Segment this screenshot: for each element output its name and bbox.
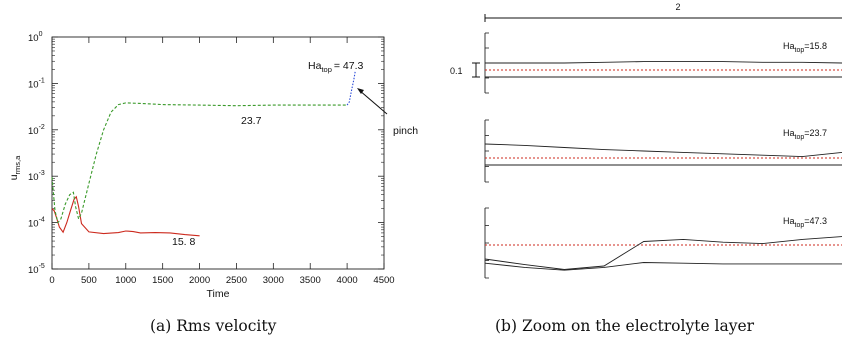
x-tick-label: 4500 xyxy=(373,275,394,286)
series-line-0 xyxy=(51,195,200,237)
y-tick-base: 10 xyxy=(28,172,39,183)
plot-frame xyxy=(51,36,385,270)
pinch-label: pinch xyxy=(393,125,418,137)
label-sub: top xyxy=(795,47,805,54)
y-tick-base: 10 xyxy=(28,33,39,44)
interface-bottom-curve xyxy=(484,262,842,271)
y-tick-exponent: -3 xyxy=(39,170,45,177)
x-tick-label: 2000 xyxy=(189,275,210,286)
y-tick-exponent: -1 xyxy=(39,77,45,84)
caption-b: (b) Zoom on the electrolyte layer xyxy=(495,317,755,335)
label-sub: top xyxy=(795,134,805,141)
label-base: Ha xyxy=(783,41,795,51)
subpanel-label: Hatop=15.8 xyxy=(783,41,827,54)
series-line-1 xyxy=(51,102,348,224)
interface-top-curve xyxy=(484,236,842,270)
x-axis-ticks: 0 500 1000 1500 2000 2500 3000 3500 4000 4500 xyxy=(49,37,395,286)
ha-top-base: Ha xyxy=(308,60,322,72)
y-tick-label: 10-5 xyxy=(28,263,45,276)
label-base: Ha xyxy=(783,216,795,226)
x-tick-label: 3500 xyxy=(300,275,321,286)
x-tick-label: 0 xyxy=(49,275,54,286)
ha-top-sub: top xyxy=(321,65,331,74)
x-tick-label: 4000 xyxy=(337,275,358,286)
x-tick-label: 2500 xyxy=(226,275,247,286)
label-23-7: 23.7 xyxy=(241,115,262,127)
subpanel-2: Hatop=47.3 xyxy=(484,207,842,279)
y-tick-exponent: 0 xyxy=(39,31,43,38)
y-tick-base: 10 xyxy=(28,126,39,137)
subpanel-0: Hatop=15.8 xyxy=(484,32,842,94)
label-15-8: 15. 8 xyxy=(172,236,196,248)
label-base: Ha xyxy=(783,128,795,138)
label-rest: =15.8 xyxy=(804,41,827,51)
label-rest: =23.7 xyxy=(804,128,827,138)
scale-label-2: 2 xyxy=(675,2,680,12)
x-tick-label: 1500 xyxy=(152,275,173,286)
y-tick-exponent: -5 xyxy=(39,263,45,270)
label-sub: top xyxy=(795,222,805,229)
subpanel-1: Hatop=23.7 xyxy=(484,119,842,183)
x-tick-label: 500 xyxy=(81,275,97,286)
x-tick-label: 1000 xyxy=(115,275,136,286)
series-group xyxy=(51,71,356,237)
label-rest: =47.3 xyxy=(804,216,827,226)
ha-top-label: Hatop = 47.3 xyxy=(308,60,364,74)
y-tick-label: 100 xyxy=(28,31,43,44)
subpanel-label: Hatop=23.7 xyxy=(783,128,827,141)
y-tick-exponent: -2 xyxy=(39,124,45,131)
x-tick-label: 3000 xyxy=(263,275,284,286)
interface-top-curve xyxy=(484,143,842,158)
caption-a: (a) Rms velocity xyxy=(150,317,277,335)
y-tick-label: 10-3 xyxy=(28,170,45,183)
x-axis-label: Time xyxy=(207,288,230,300)
y-axis-label: urms,a xyxy=(8,155,22,180)
y-axis-label-subscript: rms,a xyxy=(13,155,22,175)
scale-label-0-1: 0.1 xyxy=(450,66,463,76)
y-tick-base: 10 xyxy=(28,265,39,276)
ha-top-rest: = 47.3 xyxy=(334,60,364,72)
y-tick-label: 10-2 xyxy=(28,124,45,137)
subpanel-label: Hatop=47.3 xyxy=(783,216,827,229)
pinch-arrow-line xyxy=(358,89,388,115)
interface-top-curve xyxy=(485,61,842,64)
y-tick-label: 10-1 xyxy=(28,77,45,90)
pinch-arrow-head xyxy=(357,88,364,94)
y-tick-base: 10 xyxy=(28,79,39,90)
y-tick-label: 10-4 xyxy=(28,217,45,230)
y-tick-base: 10 xyxy=(28,219,39,230)
series-line-2 xyxy=(346,71,356,106)
y-tick-exponent: -4 xyxy=(39,217,45,224)
